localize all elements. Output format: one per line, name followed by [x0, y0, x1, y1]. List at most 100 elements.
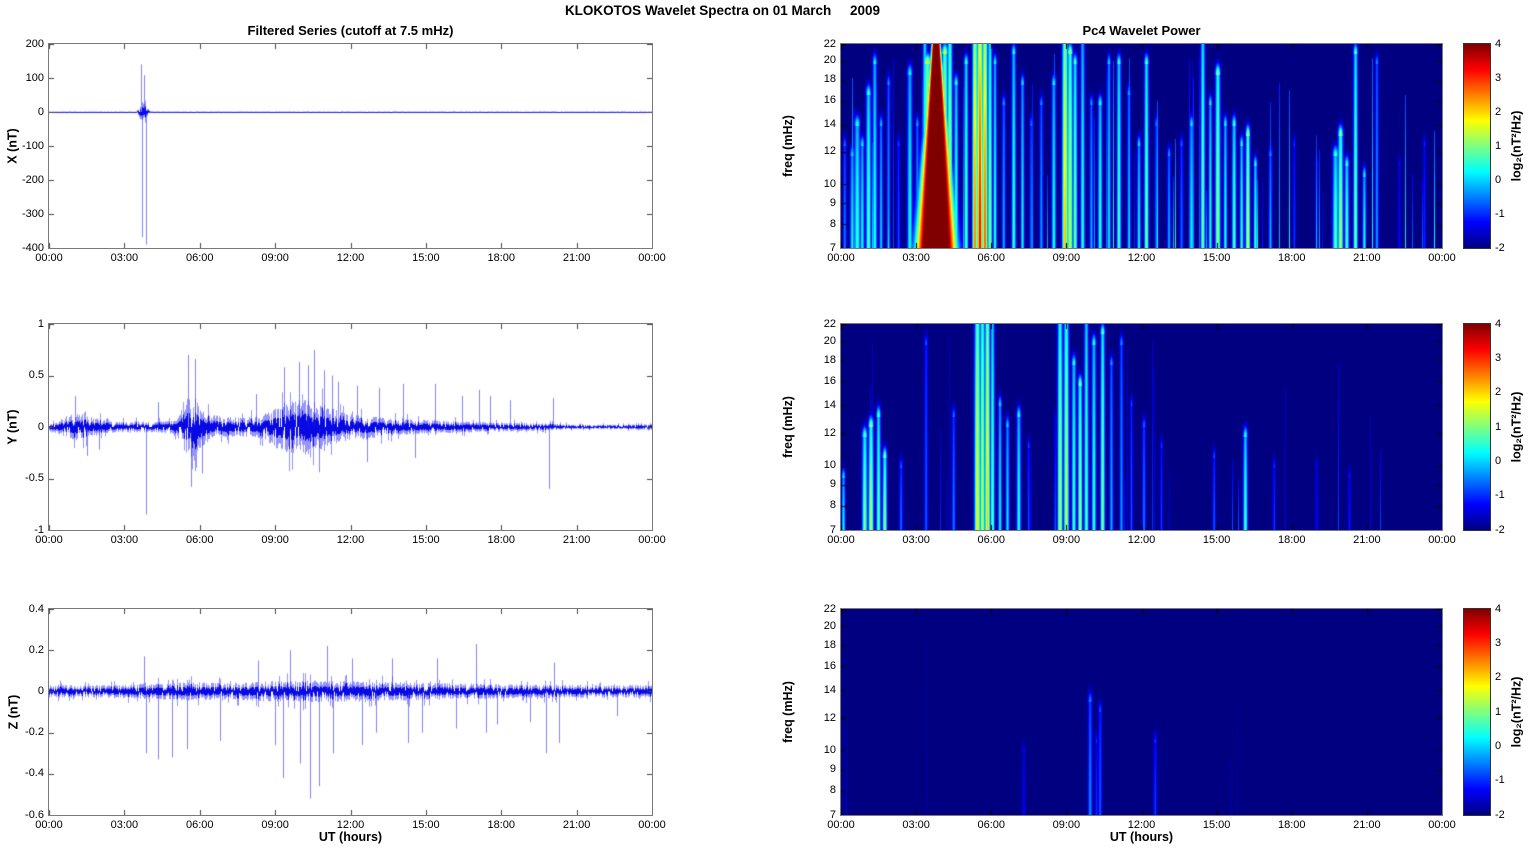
- x-tick-label: 12:00: [1127, 252, 1156, 264]
- x-tick-label: 00:00: [638, 534, 666, 546]
- x-tick-label: 12:00: [1127, 534, 1156, 546]
- x-tick-label: 12:00: [1127, 819, 1156, 831]
- y-tick-label: -1: [34, 523, 44, 536]
- x-axis-label-right: UT (hours): [1109, 830, 1174, 844]
- colorbar-tick-label: -2: [1495, 808, 1505, 821]
- x-tick-label: 18:00: [1277, 534, 1306, 546]
- x-tick-label: 15:00: [1202, 534, 1231, 546]
- y-tick-label: 10: [823, 744, 836, 757]
- x-tick-label: 18:00: [487, 534, 516, 546]
- x-tick-label: 18:00: [487, 252, 516, 264]
- x-tick-label: 12:00: [336, 534, 365, 546]
- colorbar-z-panel: [1463, 608, 1491, 816]
- x-tick-label: 00:00: [827, 534, 855, 546]
- x-tick-label: 15:00: [1202, 252, 1231, 264]
- x-tick-label: 00:00: [1428, 819, 1456, 831]
- colorbar-tick-label: 2: [1495, 386, 1502, 399]
- x-tick-label: 03:00: [902, 819, 930, 831]
- y-tick-label: 20: [823, 619, 836, 632]
- y-tick-label: -300: [21, 207, 44, 220]
- x-axis-label-left: UT (hours): [318, 830, 383, 844]
- x-tick-label: 06:00: [185, 252, 214, 264]
- y-tick-label: -0.4: [25, 767, 44, 780]
- y-axis-label-z-nt: Z (nT): [6, 694, 20, 730]
- y-tick-label: 7: [829, 808, 836, 821]
- y-tick-label: 22: [823, 317, 836, 330]
- x-tick-label: 12:00: [336, 252, 365, 264]
- x-tick-label: 21:00: [1353, 252, 1381, 264]
- y-tick-label: -400: [21, 241, 44, 254]
- x-tick-label: 00:00: [1428, 252, 1456, 264]
- y-tick-label: 9: [829, 196, 836, 209]
- y-tick-label: 7: [829, 241, 836, 254]
- y-tick-label: 22: [823, 602, 836, 615]
- colorbar-tick-label: 0: [1495, 173, 1502, 186]
- x-tick-label: 15:00: [412, 534, 440, 546]
- colorbar-tick-label: -1: [1495, 207, 1505, 220]
- y-tick-label: 14: [823, 683, 836, 696]
- y-tick-label: -0.6: [25, 808, 44, 821]
- x-tick-label: 00:00: [638, 819, 666, 831]
- y-filtered-series-plot: [48, 323, 653, 531]
- colorbar-tick-label: 4: [1495, 37, 1502, 50]
- y-tick-label: 20: [823, 334, 836, 347]
- x-tick-label: 15:00: [412, 819, 440, 831]
- x-tick-label: 09:00: [1052, 252, 1081, 264]
- x-tick-label: 00:00: [35, 534, 63, 546]
- y-tick-label: -0.5: [25, 472, 44, 484]
- y-tick-label: 8: [829, 784, 836, 797]
- colorbar-tick-label: 2: [1495, 671, 1502, 684]
- x-tick-label: 21:00: [1353, 534, 1381, 546]
- x-tick-label: 21:00: [562, 534, 591, 546]
- figure-title: KLOKOTOS Wavelet Spectra on 01 March 200…: [564, 3, 881, 18]
- y-tick-label: 10: [823, 459, 836, 472]
- y-tick-label: 200: [25, 37, 44, 50]
- x-tick-label: 06:00: [977, 252, 1006, 264]
- x-tick-label: 06:00: [185, 819, 214, 831]
- x-tick-label: 12:00: [336, 819, 365, 831]
- colorbar-tick-label: 3: [1495, 71, 1502, 84]
- y-tick-label: 16: [823, 659, 836, 672]
- filtered-series-title: Filtered Series (cutoff at 7.5 mHz): [247, 23, 454, 38]
- x-tick-label: 03:00: [110, 819, 139, 831]
- y-tick-label: 16: [823, 374, 836, 387]
- colorbar-tick-label: -2: [1495, 241, 1505, 254]
- x-tick-label: 00:00: [638, 252, 666, 264]
- colorbar-tick-label: -2: [1495, 523, 1505, 536]
- y-tick-label: -0.2: [25, 726, 44, 739]
- y-tick-label: 0.4: [28, 602, 44, 615]
- y-tick-label: 0.2: [28, 643, 44, 656]
- x-tick-label: 09:00: [261, 534, 289, 546]
- x-tick-label: 00:00: [35, 252, 63, 264]
- x-tick-label: 06:00: [977, 534, 1006, 546]
- x-tick-label: 09:00: [261, 819, 289, 831]
- colorbar-tick-label: -1: [1495, 774, 1505, 787]
- y-tick-label: 16: [823, 94, 836, 107]
- colorbar-tick-label: 1: [1495, 139, 1502, 152]
- x-tick-label: 09:00: [261, 252, 289, 264]
- colorbar-tick-label: 1: [1495, 705, 1502, 718]
- colorbar-tick-label: 3: [1495, 351, 1502, 364]
- x-wavelet-spectrogram: [840, 43, 1443, 249]
- colorbar-tick-label: 0: [1495, 454, 1502, 467]
- x-tick-label: 06:00: [977, 819, 1006, 831]
- y-tick-label: 18: [823, 638, 836, 651]
- y-tick-label: 7: [829, 523, 836, 536]
- x-tick-label: 00:00: [827, 252, 855, 264]
- colorbar-tick-label: 3: [1495, 636, 1502, 649]
- y-tick-label: -100: [21, 139, 44, 152]
- y-tick-label: -200: [21, 173, 44, 186]
- y-tick-label: 100: [25, 71, 44, 84]
- y-tick-label: 14: [823, 398, 836, 411]
- x-tick-label: 09:00: [1052, 819, 1081, 831]
- x-tick-label: 00:00: [1428, 534, 1456, 546]
- y-tick-label: 9: [829, 763, 836, 776]
- x-tick-label: 09:00: [1052, 534, 1081, 546]
- y-tick-label: 0: [37, 684, 44, 697]
- y-tick-label: 0: [37, 420, 44, 433]
- colorbar-tick-label: 1: [1495, 420, 1502, 433]
- colorbar-y-panel: [1463, 323, 1491, 531]
- y-tick-label: 14: [823, 118, 836, 131]
- x-tick-label: 03:00: [110, 534, 139, 546]
